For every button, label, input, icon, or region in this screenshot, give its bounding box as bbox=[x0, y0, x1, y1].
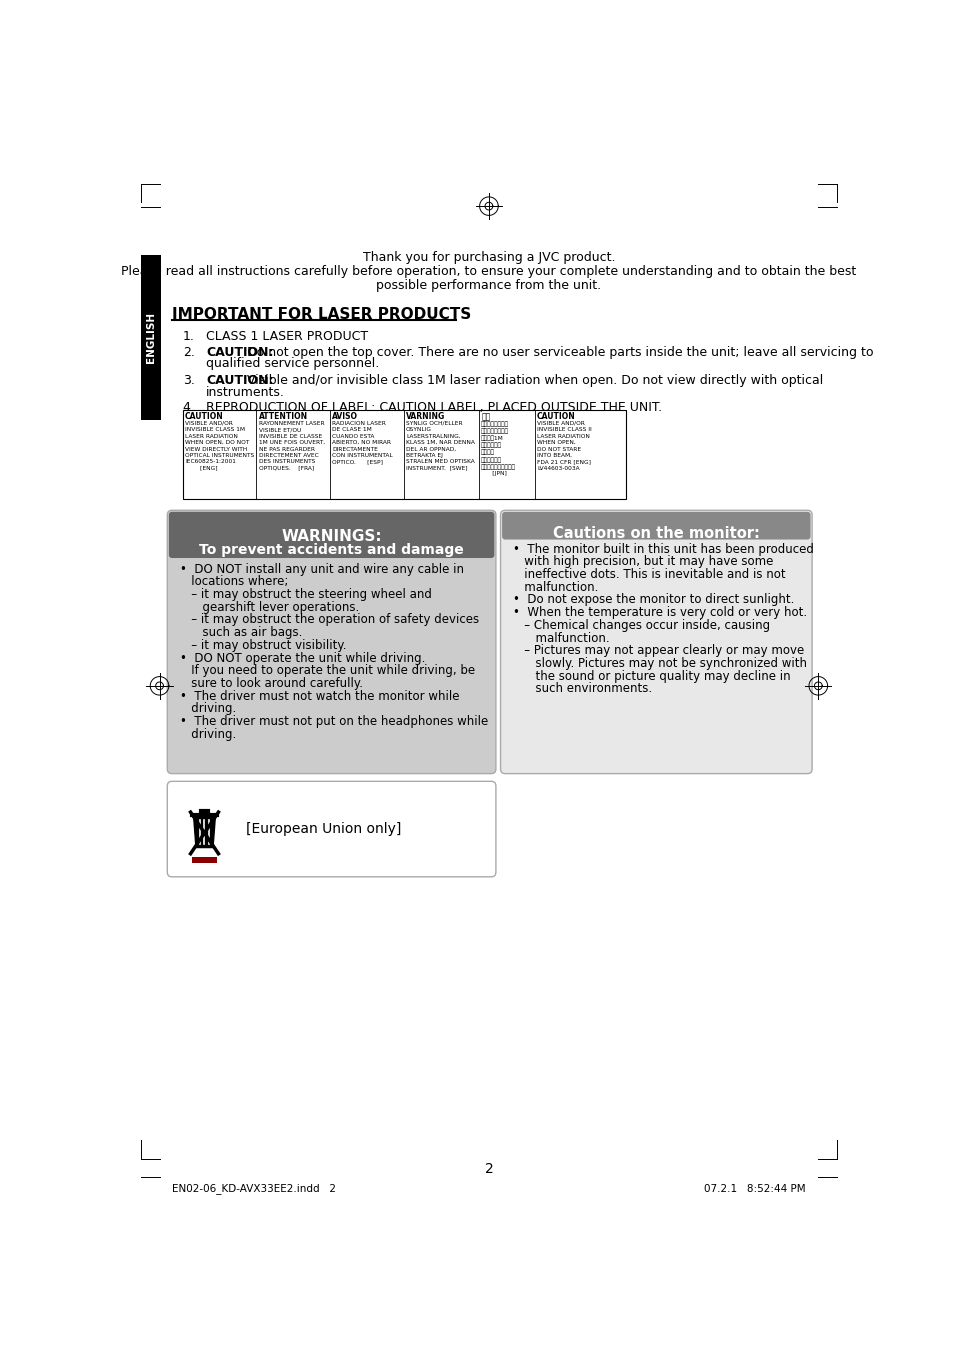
Text: gearshift lever operations.: gearshift lever operations. bbox=[179, 600, 358, 614]
Text: Please read all instructions carefully before operation, to ensure your complete: Please read all instructions carefully b… bbox=[121, 265, 856, 277]
Text: driving.: driving. bbox=[179, 727, 235, 741]
Text: ここを開くと可視
及びまたは不可視
のクラス1M
レーザー光が
出ます。
光学機器で直
接見ないでください。
      [JPN]: ここを開くと可視 及びまたは不可視 のクラス1M レーザー光が 出ます。 光学機… bbox=[480, 420, 516, 476]
Text: 2.: 2. bbox=[183, 346, 194, 358]
Text: – Pictures may not appear clearly or may move: – Pictures may not appear clearly or may… bbox=[513, 645, 803, 657]
Text: CAUTION: CAUTION bbox=[185, 412, 224, 422]
Text: the sound or picture quality may decline in: the sound or picture quality may decline… bbox=[513, 669, 790, 683]
Text: 3.: 3. bbox=[183, 375, 194, 387]
Text: with high precision, but it may have some: with high precision, but it may have som… bbox=[513, 556, 773, 568]
Text: malfunction.: malfunction. bbox=[513, 581, 598, 594]
Text: locations where;: locations where; bbox=[179, 576, 288, 588]
Text: – it may obstruct the steering wheel and: – it may obstruct the steering wheel and bbox=[179, 588, 431, 602]
Text: 4.: 4. bbox=[183, 402, 194, 414]
Text: instruments.: instruments. bbox=[206, 385, 285, 399]
Text: ATTENTION: ATTENTION bbox=[258, 412, 308, 422]
Text: IMPORTANT FOR LASER PRODUCTS: IMPORTANT FOR LASER PRODUCTS bbox=[172, 307, 471, 322]
Text: 07.2.1   8:52:44 PM: 07.2.1 8:52:44 PM bbox=[703, 1183, 805, 1194]
Text: – Chemical changes occur inside, causing: – Chemical changes occur inside, causing bbox=[513, 619, 769, 631]
Text: such environments.: such environments. bbox=[513, 683, 652, 695]
Text: VARNING: VARNING bbox=[406, 412, 445, 422]
FancyBboxPatch shape bbox=[141, 254, 161, 420]
Text: •  Do not expose the monitor to direct sunlight.: • Do not expose the monitor to direct su… bbox=[513, 594, 794, 607]
Text: EN02-06_KD-AVX33EE2.indd   2: EN02-06_KD-AVX33EE2.indd 2 bbox=[172, 1183, 335, 1194]
Text: SYNLIG OCH/ELLER
OSYNLIG
LASERSTRALNING,
KLASS 1M, NAR DENNA
DEL AR OPPNAD,
BETR: SYNLIG OCH/ELLER OSYNLIG LASERSTRALNING,… bbox=[406, 420, 475, 470]
Text: possible performance from the unit.: possible performance from the unit. bbox=[376, 279, 600, 292]
Text: such as air bags.: such as air bags. bbox=[179, 626, 302, 639]
Text: CLASS 1 LASER PRODUCT: CLASS 1 LASER PRODUCT bbox=[206, 330, 368, 343]
FancyBboxPatch shape bbox=[167, 510, 496, 773]
Text: •  The monitor built in this unit has been produced: • The monitor built in this unit has bee… bbox=[513, 542, 813, 556]
Text: Cautions on the monitor:: Cautions on the monitor: bbox=[553, 526, 759, 541]
Text: malfunction.: malfunction. bbox=[513, 631, 609, 645]
Text: 1.: 1. bbox=[183, 330, 194, 343]
Text: •  The driver must not put on the headphones while: • The driver must not put on the headpho… bbox=[179, 715, 487, 729]
Polygon shape bbox=[193, 817, 215, 848]
FancyBboxPatch shape bbox=[169, 512, 494, 558]
Text: slowly. Pictures may not be synchronized with: slowly. Pictures may not be synchronized… bbox=[513, 657, 806, 671]
Text: RAYONNEMENT LASER
VISIBLE ET/OU
INVISIBLE DE CLASSE
1M UNE FOIS OUVERT,
NE PAS R: RAYONNEMENT LASER VISIBLE ET/OU INVISIBL… bbox=[258, 420, 325, 470]
FancyBboxPatch shape bbox=[183, 410, 625, 499]
Polygon shape bbox=[192, 857, 216, 863]
FancyBboxPatch shape bbox=[500, 510, 811, 773]
Text: [European Union only]: [European Union only] bbox=[245, 822, 400, 836]
Text: Thank you for purchasing a JVC product.: Thank you for purchasing a JVC product. bbox=[362, 250, 615, 264]
Text: Do not open the top cover. There are no user serviceable parts inside the unit; : Do not open the top cover. There are no … bbox=[247, 346, 873, 358]
FancyBboxPatch shape bbox=[167, 781, 496, 877]
Text: CAUTION: CAUTION bbox=[537, 412, 575, 422]
Text: •  DO NOT install any unit and wire any cable in: • DO NOT install any unit and wire any c… bbox=[179, 562, 463, 576]
Text: 2: 2 bbox=[484, 1163, 493, 1176]
Text: WARNINGS:: WARNINGS: bbox=[281, 529, 381, 544]
Text: •  DO NOT operate the unit while driving.: • DO NOT operate the unit while driving. bbox=[179, 652, 425, 665]
Text: qualified service personnel.: qualified service personnel. bbox=[206, 357, 379, 370]
Text: CAUTION:: CAUTION: bbox=[206, 375, 274, 387]
Text: ineffective dots. This is inevitable and is not: ineffective dots. This is inevitable and… bbox=[513, 568, 784, 581]
Text: VISIBLE AND/OR
INVISIBLE CLASS II
LASER RADIATION
WHEN OPEN,
DO NOT STARE
INTO B: VISIBLE AND/OR INVISIBLE CLASS II LASER … bbox=[537, 420, 591, 470]
Text: AVISO: AVISO bbox=[332, 412, 358, 422]
Text: – it may obstruct visibility.: – it may obstruct visibility. bbox=[179, 639, 346, 652]
Text: REPRODUCTION OF LABEL: CAUTION LABEL, PLACED OUTSIDE THE UNIT.: REPRODUCTION OF LABEL: CAUTION LABEL, PL… bbox=[206, 402, 661, 414]
FancyBboxPatch shape bbox=[501, 512, 810, 539]
Text: CAUTION:: CAUTION: bbox=[206, 346, 274, 358]
Text: •  The driver must not watch the monitor while: • The driver must not watch the monitor … bbox=[179, 690, 458, 703]
Text: Visible and/or invisible class 1M laser radiation when open. Do not view directl: Visible and/or invisible class 1M laser … bbox=[247, 375, 822, 387]
Text: RADIACION LASER
DE CLASE 1M
CUANDO ESTA
ABIERTO, NO MIRAR
DIRECTAMENTE
CON INSTR: RADIACION LASER DE CLASE 1M CUANDO ESTA … bbox=[332, 420, 393, 464]
Text: VISIBLE AND/OR
INVISIBLE CLASS 1M
LASER RADIATION
WHEN OPEN, DO NOT
VIEW DIRECTL: VISIBLE AND/OR INVISIBLE CLASS 1M LASER … bbox=[185, 420, 254, 470]
Text: 注意: 注意 bbox=[480, 412, 490, 422]
Text: ENGLISH: ENGLISH bbox=[146, 312, 156, 364]
Text: To prevent accidents and damage: To prevent accidents and damage bbox=[199, 542, 463, 557]
Text: If you need to operate the unit while driving, be: If you need to operate the unit while dr… bbox=[179, 664, 475, 677]
Text: sure to look around carefully.: sure to look around carefully. bbox=[179, 677, 362, 690]
Text: – it may obstruct the operation of safety devices: – it may obstruct the operation of safet… bbox=[179, 614, 478, 626]
Text: •  When the temperature is very cold or very hot.: • When the temperature is very cold or v… bbox=[513, 606, 806, 619]
Text: driving.: driving. bbox=[179, 703, 235, 715]
